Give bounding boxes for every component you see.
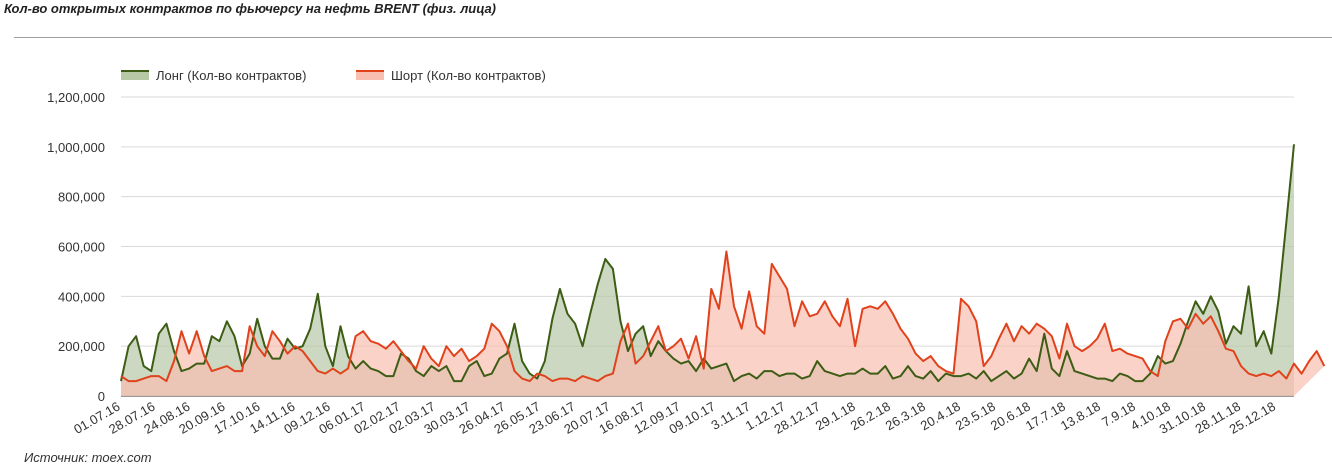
legend-item-long[interactable]: Лонг (Кол-во контрактов) <box>121 68 306 83</box>
x-tick-label: 17.7.18 <box>1023 399 1068 434</box>
legend-swatch-short <box>356 70 384 80</box>
area-short <box>121 251 1325 396</box>
x-tick-label: 26.3.18 <box>883 399 928 434</box>
y-tick-label: 400,000 <box>58 289 105 304</box>
legend-item-short[interactable]: Шорт (Кол-во контрактов) <box>356 68 546 83</box>
y-tick-label: 200,000 <box>58 339 105 354</box>
x-tick-label: 20.6.18 <box>988 399 1033 434</box>
legend: Лонг (Кол-во контрактов) Шорт (Кол-во ко… <box>121 68 546 83</box>
series-line-long <box>120 144 1295 383</box>
x-tick-label: 13.8.18 <box>1058 399 1103 434</box>
title-divider <box>14 37 1332 38</box>
series-line-short <box>120 250 1326 383</box>
y-axis-ticks: 0 200,000 400,000 600,000 800,000 1,000,000 1,… <box>47 90 105 404</box>
y-tick-label: 800,000 <box>58 190 105 205</box>
y-tick-label: 1,000,000 <box>47 140 105 155</box>
legend-swatch-long <box>121 70 149 80</box>
y-tick-label: 600,000 <box>58 240 105 255</box>
source-note: Источник: moex.com <box>24 450 152 465</box>
x-tick-label: 29.1.18 <box>813 399 858 434</box>
legend-label-long: Лонг (Кол-во контрактов) <box>156 68 306 83</box>
legend-label-short: Шорт (Кол-во контрактов) <box>391 68 546 83</box>
y-tick-label: 1,200,000 <box>47 90 105 105</box>
y-tick-label: 0 <box>98 389 105 404</box>
x-axis-ticks: 01.07.1628.07.1624.08.1620.09.1617.10.16… <box>71 399 1278 437</box>
x-tick-label: 23.5.18 <box>953 399 998 434</box>
chart-title: Кол-во открытых контрактов по фьючерсу н… <box>4 1 497 16</box>
x-tick-label: 26.2.18 <box>848 399 893 434</box>
series-areas <box>120 144 1326 396</box>
x-tick-label: 20.4.18 <box>918 399 963 434</box>
